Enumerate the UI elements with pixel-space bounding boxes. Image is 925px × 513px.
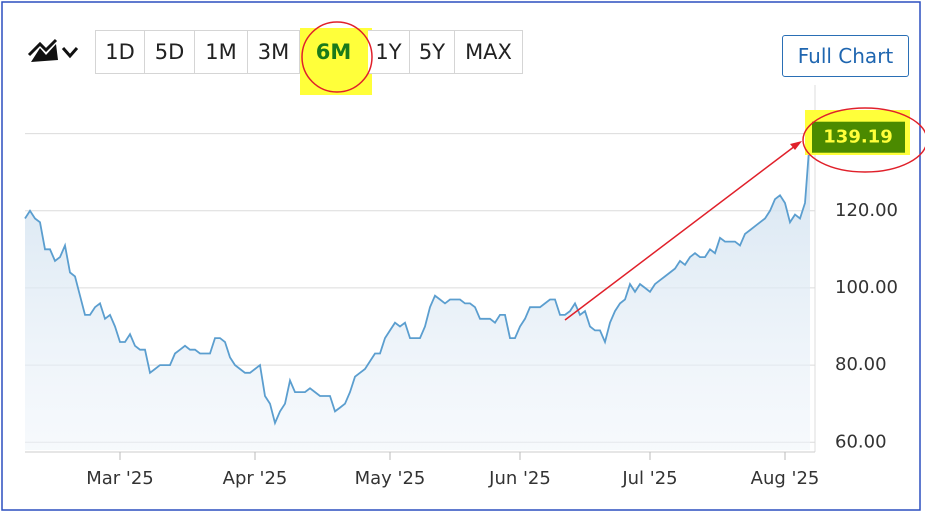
x-tick-label: Mar '25 (86, 468, 154, 489)
range-button[interactable]: 1Y (368, 30, 410, 74)
range-button[interactable]: 1M (195, 30, 248, 74)
area (25, 136, 810, 450)
x-tick-label: Apr '25 (223, 468, 288, 489)
y-tick-label: 100.00 (835, 277, 898, 298)
range-button[interactable]: 6M (300, 30, 368, 74)
chart-type-icon[interactable] (27, 38, 79, 62)
x-tick-label: Aug '25 (751, 468, 820, 489)
range-button[interactable]: 5D (145, 30, 195, 74)
range-button[interactable]: 3M (248, 30, 300, 74)
y-tick-label: 120.00 (835, 200, 898, 221)
x-tick-label: May '25 (355, 468, 426, 489)
x-tick-label: Jul '25 (621, 468, 677, 489)
y-tick-label: 80.00 (835, 354, 887, 375)
range-button[interactable]: 5Y (410, 30, 455, 74)
range-button[interactable]: 1D (95, 30, 145, 74)
full-chart-button[interactable]: Full Chart (782, 35, 909, 77)
range-button[interactable]: MAX (455, 30, 523, 74)
y-tick-label: 60.00 (835, 431, 887, 452)
x-tick-label: Jun '25 (488, 468, 551, 489)
